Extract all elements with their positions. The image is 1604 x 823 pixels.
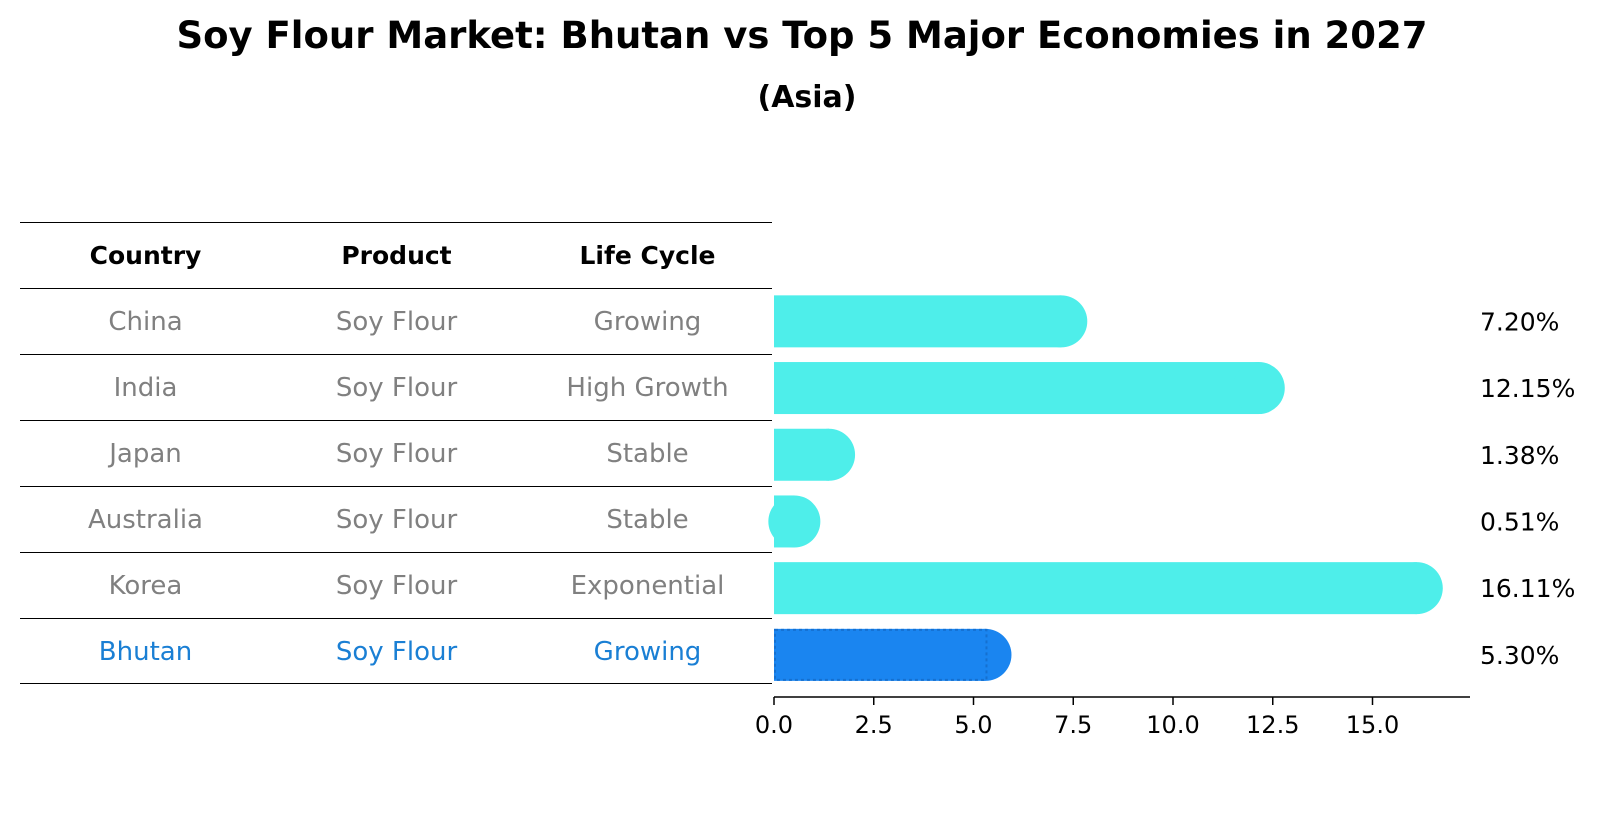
product-cell: Soy Flour <box>335 571 458 601</box>
bar-cap-china <box>1035 295 1088 348</box>
x-tick-label: 7.5 <box>1054 711 1092 739</box>
table-header-row: Country Product Life Cycle <box>20 222 772 288</box>
comparison-table: Country Product Life Cycle China Soy Flo… <box>20 222 772 684</box>
bar-korea <box>774 562 1417 615</box>
table-row: Korea Soy Flour Exponential <box>20 552 772 618</box>
table-row-highlighted: Bhutan Soy Flour Growing <box>20 618 772 684</box>
value-label: 0.51% <box>1480 507 1559 536</box>
bar-china <box>774 295 1062 348</box>
product-cell: Soy Flour <box>335 637 458 667</box>
product-cell: Soy Flour <box>335 439 458 469</box>
table-row: China Soy Flour Growing <box>20 288 772 354</box>
product-cell: Soy Flour <box>335 505 458 535</box>
header-country: Country <box>89 241 202 270</box>
value-label: 1.38% <box>1480 441 1559 470</box>
product-cell: Soy Flour <box>335 373 458 403</box>
bar-cap-japan <box>803 428 856 481</box>
x-tick-label: 2.5 <box>855 711 893 739</box>
country-cell: China <box>108 307 183 337</box>
bar-cap-australia <box>768 495 821 548</box>
bar-cap-india <box>1232 362 1285 415</box>
bar-india <box>774 362 1259 415</box>
bar-cap-korea <box>1390 562 1443 615</box>
value-label: 16.11% <box>1480 574 1575 603</box>
bar-bhutan <box>774 628 986 681</box>
x-tick-label: 12.5 <box>1246 711 1299 739</box>
bar-highlight-outline <box>774 628 988 681</box>
life-cycle-cell: Stable <box>606 439 689 469</box>
value-label: 5.30% <box>1480 641 1559 670</box>
country-cell: Korea <box>108 571 183 601</box>
country-cell: Australia <box>87 505 203 535</box>
life-cycle-cell: Stable <box>606 505 689 535</box>
x-tick-label: 5.0 <box>954 711 992 739</box>
product-cell: Soy Flour <box>335 307 458 337</box>
table-row: Australia Soy Flour Stable <box>20 486 772 552</box>
table-row: India Soy Flour High Growth <box>20 354 772 420</box>
life-cycle-cell: Growing <box>593 637 702 667</box>
country-cell: Bhutan <box>98 637 193 667</box>
country-cell: Japan <box>109 439 182 469</box>
value-label: 12.15% <box>1480 374 1575 403</box>
header-life-cycle: Life Cycle <box>579 241 716 270</box>
table-row: Japan Soy Flour Stable <box>20 420 772 486</box>
x-tick-label: 15.0 <box>1346 711 1399 739</box>
country-cell: India <box>113 373 178 403</box>
chart-title: Soy Flour Market: Bhutan vs Top 5 Major … <box>176 14 1428 57</box>
header-product: Product <box>341 241 452 270</box>
x-tick-label: 10.0 <box>1146 711 1199 739</box>
life-cycle-cell: Exponential <box>570 571 725 601</box>
life-cycle-cell: Growing <box>593 307 702 337</box>
value-label: 7.20% <box>1480 307 1559 336</box>
x-tick-label: 0.0 <box>755 711 793 739</box>
life-cycle-cell: High Growth <box>566 373 729 403</box>
chart-subtitle: (Asia) <box>757 80 857 115</box>
